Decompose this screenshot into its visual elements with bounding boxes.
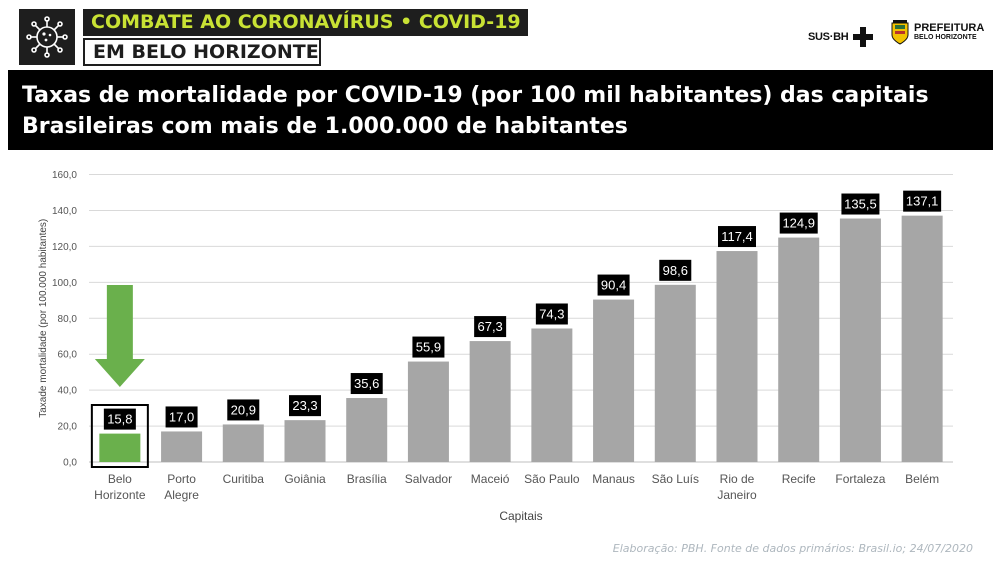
data-label-box (289, 395, 321, 417)
data-label: 117,4 (721, 229, 753, 244)
prefeitura-line2: BELO HORIZONTE (914, 34, 977, 41)
city-crest-icon (891, 20, 909, 45)
category-label: Goiânia (284, 472, 326, 486)
sus-logo-text: SUS·BH (808, 31, 849, 43)
banner-title: COMBATE AO CORONAVÍRUS • COVID-19 (83, 9, 528, 36)
y-tick-label: 60,0 (58, 350, 78, 361)
data-label-box (903, 190, 942, 212)
data-label-box (659, 259, 692, 281)
bar (901, 215, 943, 462)
bar (839, 218, 881, 462)
bar (593, 299, 635, 462)
bar (284, 420, 326, 462)
category-label: Brasília (347, 472, 387, 486)
title-line1: Taxas de mortalidade por COVID-19 (por 1… (22, 83, 929, 108)
data-label: 67,3 (477, 319, 502, 334)
bar (407, 361, 449, 462)
virus-icon (26, 16, 68, 58)
data-label-box (597, 274, 630, 296)
data-label-box (841, 193, 880, 215)
category-label: Salvador (405, 472, 452, 486)
y-tick-label: 160,0 (52, 170, 77, 181)
category-label: São Luís (652, 472, 699, 486)
bar (716, 251, 758, 462)
prefeitura-logo: PREFEITURA BELO HORIZONTE (890, 19, 984, 45)
data-label: 15,8 (107, 412, 132, 427)
y-tick-label: 20,0 (58, 422, 78, 433)
data-label: 90,4 (601, 278, 626, 293)
bar (778, 237, 820, 462)
category-label: Alegre (164, 488, 199, 502)
bar (99, 433, 141, 462)
category-label: Janeiro (717, 488, 757, 502)
data-label: 124,9 (782, 216, 815, 231)
data-label: 135,5 (844, 197, 877, 212)
y-tick-label: 80,0 (58, 314, 78, 325)
bar (531, 328, 573, 462)
sus-bh-logo: SUS·BH (808, 26, 874, 48)
category-label: Porto (167, 472, 196, 486)
data-label-box (412, 336, 445, 358)
cross-icon (853, 27, 874, 47)
category-label: Belo (108, 472, 132, 486)
bar (222, 424, 264, 462)
data-label: 55,9 (416, 340, 441, 355)
data-label-box (350, 373, 383, 395)
bar (654, 284, 696, 462)
title-line2: Brasileiras com mais de 1.000.000 de hab… (22, 114, 628, 139)
category-label: Recife (782, 472, 816, 486)
data-label: 17,0 (169, 409, 194, 424)
highlight-arrow-icon (94, 285, 145, 387)
chart-title-bar: Taxas de mortalidade por COVID-19 (por 1… (8, 70, 993, 150)
category-label: Curitiba (223, 472, 265, 486)
category-label: Horizonte (94, 488, 146, 502)
data-label-box (227, 399, 260, 421)
data-label-box (474, 316, 507, 338)
data-label: 35,6 (354, 376, 379, 391)
y-axis-title: Taxade mortalidade (por 100.000 habitant… (38, 219, 49, 418)
data-label: 20,9 (231, 402, 256, 417)
banner-subtitle: EM BELO HORIZONTE (83, 38, 321, 66)
data-label-box (535, 303, 568, 325)
data-label: 23,3 (292, 398, 317, 413)
data-label-box (779, 212, 818, 234)
bar (161, 431, 203, 462)
data-label-box (103, 408, 136, 430)
data-label: 98,6 (663, 263, 688, 278)
y-tick-label: 40,0 (58, 386, 78, 397)
bar (469, 341, 511, 462)
x-axis-title: Capitais (499, 509, 542, 523)
category-label: Rio de (720, 472, 755, 486)
source-note: Elaboração: PBH. Fonte de dados primário… (612, 542, 973, 555)
prefeitura-line1: PREFEITURA (914, 22, 985, 34)
data-label: 74,3 (539, 306, 564, 321)
highlight-frame (90, 404, 149, 468)
data-label-box (718, 226, 756, 248)
y-tick-label: 100,0 (52, 278, 77, 289)
category-label: Manaus (592, 472, 635, 486)
y-tick-label: 140,0 (52, 206, 77, 217)
category-label: Maceió (471, 472, 510, 486)
y-tick-label: 120,0 (52, 242, 77, 253)
category-label: São Paulo (524, 472, 580, 486)
y-tick-label: 0,0 (63, 458, 77, 469)
covid-logo (19, 9, 75, 65)
category-label: Fortaleza (835, 472, 885, 486)
data-label: 137,1 (906, 194, 939, 209)
bar (346, 398, 388, 462)
data-label-box (165, 406, 198, 428)
category-label: Belém (905, 472, 939, 486)
